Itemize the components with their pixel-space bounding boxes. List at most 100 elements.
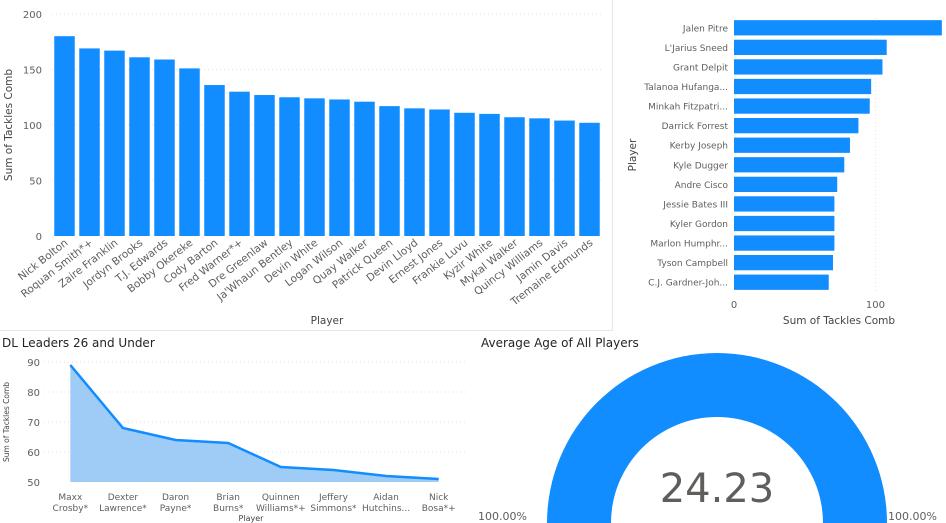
bar [734,255,833,271]
x-tick-label: Payne* [160,504,192,514]
bar [379,106,400,236]
bar [329,99,350,236]
y-tick-label: 50 [27,478,40,489]
dl-leaders-area-chart[interactable]: DL Leaders 26 and Under 50 60 70 80 90 Maxx Cr… [0,334,470,523]
area-line [69,364,439,481]
bar [204,85,225,236]
x-tick-label: Nick [429,493,449,503]
db-tackles-bar-chart[interactable]: 0 100 Jalen Pitre L'Jarius Sneed Grant Delpi… [624,0,946,330]
bar [229,91,250,236]
x-tick-label: 0 [731,300,737,311]
x-tick-label: Daron [162,493,189,503]
y-tick-label: Grant Delpit [673,63,728,73]
y-tick-label: 0 [36,232,42,243]
y-tick-label: C.J. Gardner-Joh... [648,279,728,289]
bar [734,98,870,114]
dl-leaders-title: DL Leaders 26 and Under [2,336,155,350]
y-tick-label: Kyler Gordon [670,220,728,230]
gauge-max-label: 100.00% [888,510,937,523]
y-tick-label: 100 [23,121,42,132]
bar [734,196,835,212]
bar [734,215,835,232]
y-tick-label: Tyson Campbell [656,259,728,269]
bar [504,117,525,236]
y-tick-label: Talanoa Hufanga... [643,83,728,93]
gauge-min-label: 100.00% [478,510,527,523]
bar [734,118,859,134]
bar [154,59,175,237]
bar [404,108,425,236]
x-tick-label: Dexter [108,493,139,503]
bar [79,48,100,236]
tackles-bar-chart[interactable]: 0 50 100 150 200 Nick Bolton Roquan Smith*+ Zai… [0,0,613,331]
bar [579,122,600,236]
y-tick-label: Kyle Dugger [673,161,728,171]
x-axis-title: Player [239,514,265,523]
y-axis-title: Sum of Tackles Comb [2,382,11,462]
average-age-title: Average Age of All Players [481,336,639,350]
y-tick-label: L'Jarius Sneed [665,44,728,54]
y-tick-label: 70 [27,418,40,429]
average-age-gauge-svg: 24.23 100.00% 100.00% [478,353,937,523]
y-tick-label: Andre Cisco [675,181,729,191]
y-tick-label: 80 [27,388,40,399]
x-tick-label: Hutchins... [362,504,410,514]
y-tick-label: 90 [27,358,40,369]
bar [734,78,872,95]
bar [304,98,325,236]
average-age-gauge[interactable]: Average Age of All Players 24.23 100.00% 1… [474,334,946,523]
x-tick-label: Lawrence* [99,504,147,514]
bar [254,95,275,236]
bar [734,176,838,192]
y-tick-label: Jalen Pitre [682,24,729,34]
bar [104,50,125,236]
x-tick-label: Aidan [373,493,399,503]
y-tick-label: Minkah Fitzpatri... [648,103,728,113]
x-tick-label: Burns* [213,504,244,514]
y-tick-label: 150 [23,66,42,77]
x-tick-label: Quinnen [262,493,300,503]
bar [734,20,942,36]
bar [734,235,835,251]
bar [54,36,75,237]
area-fill [70,365,439,482]
y-axis-title: Player [627,138,639,171]
x-tick-label: Bosa*+ [422,504,456,514]
y-axis-title: Sum of Tackles Comb [3,69,15,181]
bar [129,57,150,236]
x-tick-label: Maxx [58,493,83,503]
bar [354,101,375,236]
db-tackles-bar-chart-svg: 0 100 Jalen Pitre L'Jarius Sneed Grant Delpi… [627,18,942,327]
bar [454,112,475,236]
bar [554,120,575,236]
bar [279,97,300,236]
y-tick-label: Jessie Bates III [662,200,728,210]
bar [734,157,845,173]
bar [179,68,200,236]
x-axis-title: Player [311,315,344,327]
y-tick-label: 50 [29,177,42,188]
x-tick-label: Simmons* [310,504,357,514]
bar [429,109,450,236]
bar [479,113,500,236]
x-tick-label: Jeffery [318,493,349,503]
y-tick-label: Darrick Forrest [662,122,729,132]
bar [734,274,829,290]
gauge-arc [547,353,887,523]
y-tick-label: Kerby Joseph [670,142,728,152]
y-tick-label: 60 [27,448,40,459]
bar [734,137,850,153]
x-tick-label: Brian [216,493,240,503]
y-tick-label: Marlon Humphr... [650,240,728,250]
x-axis-title: Sum of Tackles Comb [783,315,895,327]
gauge-value: 24.23 [660,466,775,512]
bar [529,118,550,236]
y-tick-label: 200 [23,10,42,21]
x-tick-label: 100 [866,300,885,311]
x-tick-label: Williams*+ [256,504,306,514]
bar [734,59,883,75]
x-tick-label: Crosby* [53,504,89,514]
bar [734,39,887,55]
